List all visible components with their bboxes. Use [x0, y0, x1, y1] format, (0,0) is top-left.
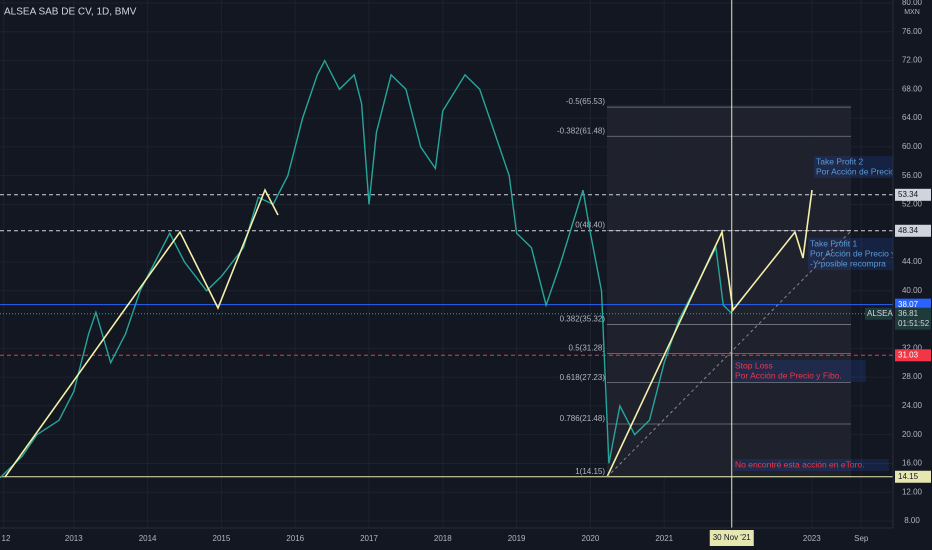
projection-drawing: [606, 189, 813, 478]
annotation-text: Take Profit 1: [810, 238, 858, 248]
x-tick-label: Sep: [854, 534, 869, 543]
annotation-text: Stop Loss: [735, 360, 773, 370]
price-tag: [895, 349, 931, 362]
y-tick-label: 80.00: [902, 0, 923, 7]
price-tag-label: 14.15: [898, 472, 919, 481]
x-tick-label: 2018: [434, 534, 452, 543]
y-tick-label: 24.00: [902, 401, 923, 410]
x-tick-label: 2016: [286, 534, 304, 543]
y-tick-label: 52.00: [902, 200, 923, 209]
x-tick-label: 2023: [803, 534, 821, 543]
currency: MXN: [904, 9, 920, 16]
x-tick-label: 12: [2, 534, 11, 543]
grid: [0, 0, 893, 528]
y-tick-label: 20.00: [902, 430, 923, 439]
annotation-text: Por Acción de Precio y Fibo.: [735, 370, 842, 380]
price-tag-label: 53.34: [898, 190, 919, 199]
y-tick-label: 40.00: [902, 286, 923, 295]
price-tag-label: 38.07: [898, 300, 919, 309]
fib-label: 0.786(21.48): [560, 414, 606, 423]
y-tick-label: 68.00: [902, 84, 923, 93]
price-axis: [893, 0, 932, 528]
x-tick-label: 2019: [508, 534, 526, 543]
cursor-label: 30 Nov '21: [713, 533, 752, 542]
symbol-tag: [865, 307, 892, 320]
countdown-label: 01:51:52: [898, 319, 930, 328]
price-line: [0, 59, 733, 479]
x-tick-label: 2013: [65, 534, 83, 543]
y-tick-label: 32.00: [902, 343, 923, 352]
cursor-tag: [709, 530, 754, 546]
fib-label: 0.5(31.28): [569, 344, 606, 353]
annotation-text: -Y posible recompra: [810, 258, 886, 268]
y-tick-label: 60.00: [902, 142, 923, 151]
annotation-box: [733, 459, 889, 471]
last-price-tag: [895, 307, 931, 330]
x-tick-label: 2015: [213, 534, 231, 543]
fib-label: 1(14.15): [575, 467, 605, 476]
fib-label: -0.5(65.53): [566, 97, 605, 106]
trend-drawing: [4, 188, 279, 478]
fib-label: 0(48.40): [575, 220, 605, 229]
fib-label: -0.382(61.48): [557, 126, 605, 135]
x-tick-label: 2014: [139, 534, 157, 543]
x-tick-label: 2021: [655, 534, 673, 543]
annotation-text: Take Profit 2: [816, 156, 864, 166]
chart-title: ALSEA SAB DE CV, 1D, BMV: [4, 7, 137, 18]
y-tick-label: 72.00: [902, 56, 923, 65]
x-tick-label: 2017: [360, 534, 378, 543]
last-price-label: 36.81: [898, 309, 919, 318]
fib-label: 0.382(35.32): [560, 315, 606, 324]
annotation-text: Por Acción de Precio: [816, 166, 895, 176]
y-tick-label: 76.00: [902, 27, 923, 36]
y-tick-label: 8.00: [904, 516, 920, 525]
y-tick-label: 44.00: [902, 257, 923, 266]
annotation-text: Por Acción de Precio y: [810, 248, 896, 258]
price-tag: [895, 470, 931, 483]
y-tick-label: 16.00: [902, 459, 923, 468]
price-tag-label: 48.34: [898, 226, 919, 235]
fib-label: 0.618(27.23): [560, 373, 606, 382]
symbol-label: ALSEA: [867, 309, 893, 318]
annotation-box: [814, 156, 910, 178]
y-tick-label: 28.00: [902, 372, 923, 381]
price-tag: [895, 188, 931, 201]
y-tick-label: 56.00: [902, 171, 923, 180]
price-tag: [895, 298, 931, 311]
annotation-box: [733, 360, 866, 382]
price-tag-label: 31.03: [898, 350, 919, 359]
x-tick-label: 2020: [582, 534, 600, 543]
plot: -0.5(65.53) -0.382(61.48) 0(48.40) 0.382(35…: [0, 0, 914, 528]
price-tag: [895, 224, 931, 237]
y-tick-label: 12.00: [902, 487, 923, 496]
y-tick-label: 64.00: [902, 113, 923, 122]
annotation-text: No encontré esta acción en eToro.: [735, 459, 864, 469]
